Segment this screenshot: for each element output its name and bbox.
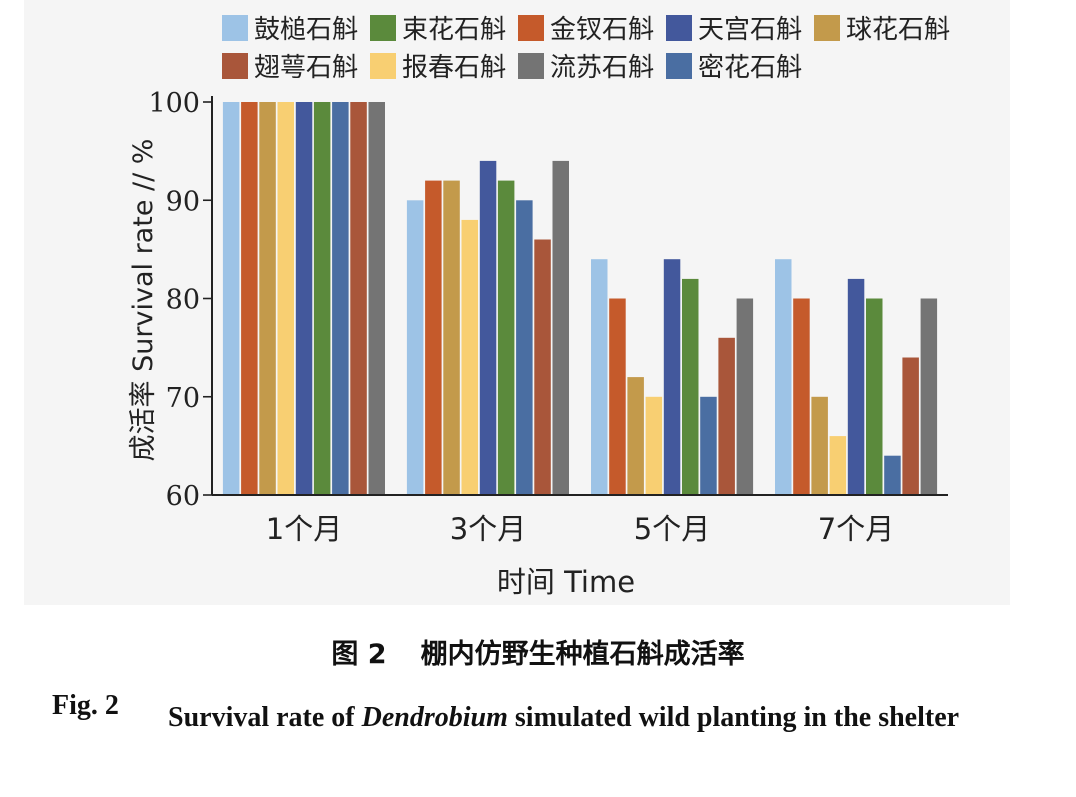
x-tick-label-1: 3个月	[450, 512, 526, 546]
legend-label-3: 天宫石斛	[698, 15, 802, 45]
y-tick-label-1: 70	[166, 383, 200, 414]
y-tick-label-0: 60	[166, 481, 200, 512]
bar-s0-c2	[591, 259, 608, 495]
bar-s1-c2	[609, 298, 626, 495]
y-axis-title: 成活率 Survival rate // %	[128, 139, 159, 462]
bar-s7-c3	[902, 357, 919, 495]
bar-s6-c2	[700, 396, 717, 496]
y-tick-label-4: 100	[148, 88, 200, 119]
bar-s3-c3	[829, 436, 847, 495]
bar-s8-c1	[552, 160, 569, 495]
legend-swatch-1	[370, 15, 396, 41]
figure-number-cn: 图 2	[331, 639, 387, 670]
x-axis-title: 时间 Time	[497, 565, 635, 599]
legend-label-5: 翅萼石斛	[254, 53, 358, 83]
bar-s3-c1	[461, 219, 478, 495]
y-tick-label-2: 80	[166, 285, 200, 316]
x-tick-label-2: 5个月	[634, 512, 710, 546]
bar-s4-c3	[847, 278, 865, 495]
legend-swatch-8	[666, 53, 692, 79]
legend-swatch-6	[370, 53, 396, 79]
bar-s1-c1	[425, 180, 442, 495]
legend-label-1: 束花石斛	[402, 15, 506, 45]
legend-label-0: 鼓槌石斛	[254, 15, 358, 45]
bar-s2-c3	[811, 396, 828, 496]
bar-s5-c2	[682, 278, 699, 495]
figure-title-en-genus: Dendrobium	[361, 702, 508, 733]
figure-title-en: Survival rate of Dendrobium simulated wi…	[168, 690, 988, 746]
bar-s3-c2	[645, 396, 663, 496]
x-tick-label-0: 1个月	[266, 512, 342, 546]
bar-s5-c1	[497, 180, 515, 495]
bar-s4-c0	[295, 102, 313, 495]
bar-s5-c0	[313, 102, 331, 495]
bar-s6-c1	[516, 200, 533, 496]
legend-swatch-2	[518, 15, 544, 41]
x-tick-label-3: 7个月	[818, 512, 894, 546]
bar-s8-c0	[368, 102, 385, 495]
bar-s5-c3	[866, 298, 883, 495]
bar-s0-c3	[775, 259, 792, 495]
legend-label-7: 流苏石斛	[550, 53, 654, 83]
bar-s2-c2	[627, 377, 644, 495]
legend-swatch-4	[814, 15, 840, 41]
figure-number-en: Fig. 2	[52, 690, 119, 721]
legend-label-8: 密花石斛	[698, 53, 802, 83]
legend-label-4: 球花石斛	[846, 15, 950, 45]
bar-s3-c0	[277, 102, 294, 495]
figure-caption-cn: 图 2 棚内仿野生种植石斛成活率	[0, 632, 1076, 671]
bar-s2-c1	[443, 180, 460, 495]
y-tick-label-3: 90	[166, 186, 200, 217]
bar-s1-c0	[241, 102, 258, 495]
figure-title-cn: 棚内仿野生种植石斛成活率	[420, 639, 745, 670]
bar-s8-c2	[736, 298, 754, 495]
bar-s6-c3	[884, 455, 901, 495]
bar-s2-c0	[259, 102, 276, 495]
bar-s7-c1	[534, 239, 551, 495]
bar-s7-c0	[350, 102, 367, 495]
plot-panel: 60 70 80 90 100 1个月 3个月 5个月 7个月时间 Time 成活率 Surviv…	[24, 0, 1010, 605]
legend-label-2: 金钗石斛	[550, 15, 654, 45]
legend-label-6: 报春石斛	[402, 53, 506, 83]
bar-s4-c1	[479, 160, 497, 495]
legend-swatch-7	[518, 53, 544, 79]
bar-s0-c0	[222, 102, 240, 495]
bar-s1-c3	[793, 298, 810, 495]
bar-s4-c2	[663, 259, 681, 495]
figure-title-en-end: simulated wild planting in the shelter	[507, 702, 960, 733]
figure-title-en-start: Survival rate of	[168, 702, 362, 733]
legend-swatch-0	[222, 15, 248, 41]
legend-swatch-5	[222, 53, 248, 79]
bar-s8-c3	[920, 298, 938, 495]
bar-s6-c0	[332, 102, 349, 495]
bar-s7-c2	[718, 337, 735, 495]
legend-swatch-3	[666, 15, 692, 41]
bar-s0-c1	[406, 200, 424, 496]
